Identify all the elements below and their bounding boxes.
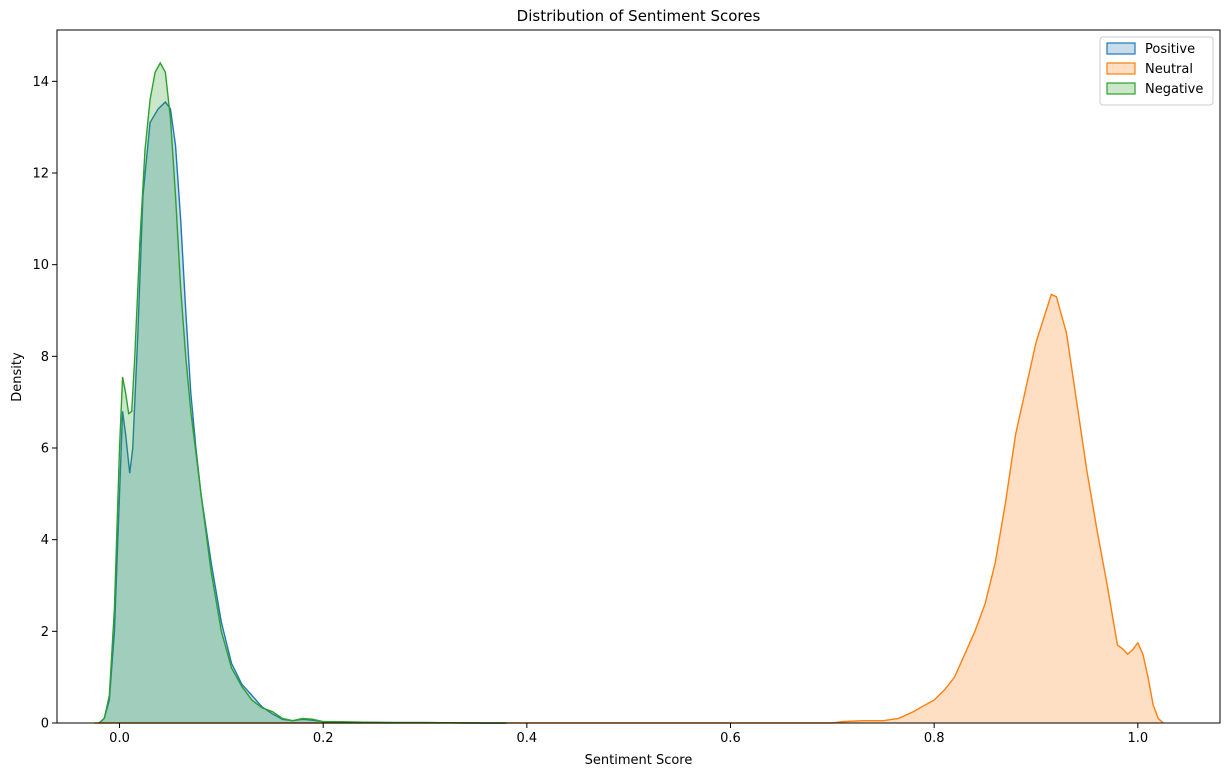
x-tick-label: 0.0	[109, 731, 130, 746]
y-tick-label: 14	[32, 75, 49, 90]
legend-label-positive: Positive	[1145, 42, 1195, 57]
x-tick-label: 1.0	[1127, 731, 1148, 746]
area-neutral	[94, 294, 1164, 723]
y-axis-label: Density	[10, 352, 25, 402]
x-tick-label: 0.6	[720, 731, 741, 746]
legend: Positive Neutral Negative	[1099, 36, 1214, 106]
y-axis: 0 2 4 6 8 10 12 14	[32, 75, 57, 732]
legend-label-neutral: Neutral	[1145, 62, 1193, 77]
area-negative	[99, 63, 507, 723]
legend-swatch-neutral	[1106, 62, 1136, 75]
line-neutral	[94, 293, 1164, 724]
legend-label-negative: Negative	[1145, 82, 1203, 97]
y-tick-label: 2	[41, 625, 49, 640]
x-tick-label: 0.8	[924, 731, 945, 746]
y-tick-label: 4	[41, 533, 49, 548]
y-tick-label: 0	[41, 717, 49, 732]
x-tick-label: 0.4	[516, 731, 537, 746]
x-tick-label: 0.2	[313, 731, 334, 746]
legend-swatch-negative	[1106, 82, 1136, 95]
plot-frame	[56, 29, 1221, 724]
y-tick-label: 8	[41, 350, 49, 365]
y-tick-label: 6	[41, 442, 49, 457]
chart-title: Distribution of Sentiment Scores	[517, 7, 761, 25]
area-positive	[99, 101, 507, 723]
x-axis-label: Sentiment Score	[585, 753, 693, 768]
legend-swatch-positive	[1106, 42, 1136, 55]
y-tick-label: 10	[32, 258, 49, 273]
plot-area	[94, 61, 1164, 724]
line-negative	[98, 61, 507, 724]
line-positive	[98, 100, 507, 724]
x-axis: 0.0 0.2 0.4 0.6 0.8 1.0	[109, 723, 1148, 746]
y-tick-label: 12	[32, 167, 49, 182]
